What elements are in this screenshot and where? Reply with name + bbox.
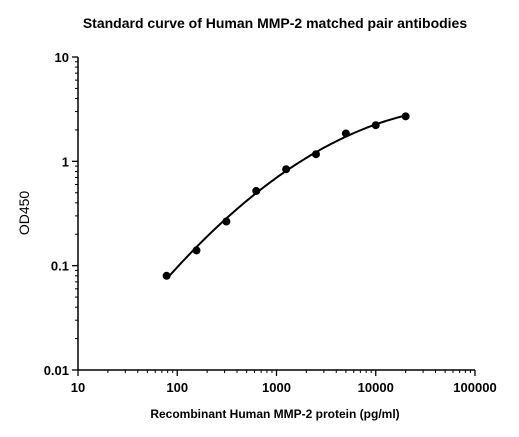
fit-curve [165, 114, 406, 280]
x-axis-label: Recombinant Human MMP-2 protein (pg/ml) [150, 407, 399, 421]
x-tick-label: 1000 [262, 380, 291, 395]
data-point [222, 217, 231, 226]
y-axis: 0.01 0.1 1 10 [44, 50, 79, 378]
data-point [252, 186, 261, 195]
x-tick-label: 100000 [453, 380, 496, 395]
data-point [401, 112, 410, 121]
data-point [311, 150, 320, 159]
y-tick-label: 1 [62, 154, 69, 169]
x-axis: 10 100 1000 10000 100000 [71, 369, 497, 395]
data-point [371, 121, 380, 130]
data-point [341, 129, 350, 138]
data-point [192, 246, 201, 255]
x-tick-label: 10 [71, 380, 85, 395]
data-points [162, 112, 410, 280]
data-point [162, 271, 171, 280]
y-tick-label: 0.01 [44, 363, 69, 378]
data-point [282, 165, 291, 174]
x-tick-label: 10000 [358, 380, 394, 395]
x-tick-label: 100 [166, 380, 188, 395]
y-tick-label: 10 [55, 50, 69, 65]
y-axis-label: OD450 [16, 191, 32, 236]
y-tick-label: 0.1 [51, 259, 69, 274]
chart-title: Standard curve of Human MMP-2 matched pa… [83, 15, 468, 31]
